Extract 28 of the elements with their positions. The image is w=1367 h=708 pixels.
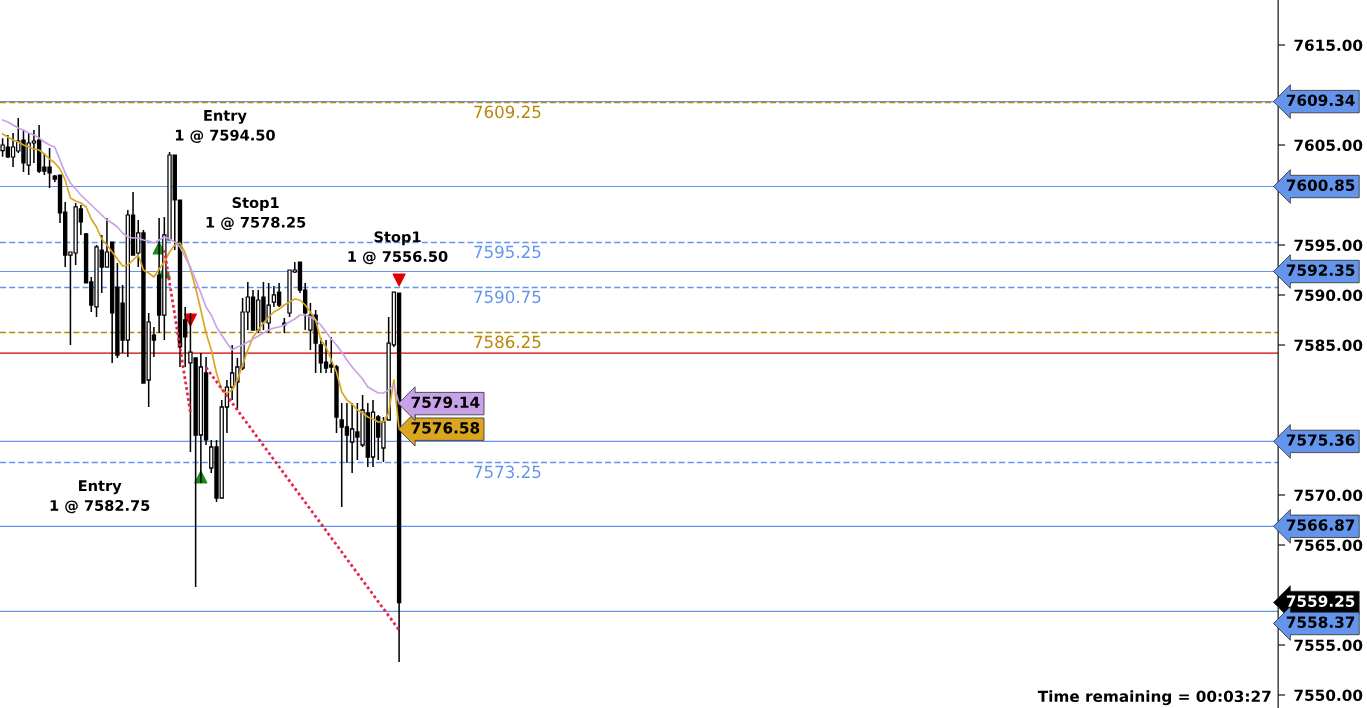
y-tick-label: 7605.00: [1294, 139, 1363, 152]
y-tick-label: 7555.00: [1294, 639, 1363, 652]
ref-line-label: 7566.87: [1286, 519, 1355, 531]
ref-line-label: 7558.37: [1286, 616, 1355, 628]
y-tick-label: 7595.00: [1294, 239, 1363, 252]
ref-line-label: 7573.25: [474, 465, 541, 479]
annotation: Time remaining = 00:03:27: [1037, 690, 1271, 706]
annotation: Stop1 1 @ 7556.50: [348, 231, 448, 265]
ref-line-label: 7595.25: [474, 245, 541, 259]
data-label: 7576.58: [411, 422, 480, 434]
y-tick-label: 7615.00: [1294, 39, 1363, 52]
ref-line-label: 7575.36: [1286, 434, 1355, 446]
ref-line-label: 7592.35: [1286, 264, 1355, 276]
ref-line-label: 7590.75: [474, 290, 541, 304]
ref-line-label: 7609.25: [474, 105, 541, 119]
ref-line-label: 7609.34: [1286, 94, 1355, 107]
data-label: 7579.14: [411, 396, 480, 409]
y-tick-label: 7590.00: [1294, 289, 1363, 302]
annotation: Entry 1 @ 7582.75: [50, 480, 150, 514]
ref-line-label: 7600.85: [1286, 179, 1355, 191]
ref-line-label: 7586.25: [474, 335, 541, 349]
y-tick-label: 7585.00: [1294, 339, 1363, 352]
text: 7559.25: [1286, 595, 1355, 607]
y-tick-label: 7550.00: [1294, 689, 1363, 702]
y-tick-label: 7565.00: [1294, 539, 1363, 552]
annotation: Stop1 1 @ 7578.25: [206, 197, 306, 231]
annotation: Entry 1 @ 7594.50: [175, 110, 275, 144]
y-tick-label: 7570.00: [1294, 489, 1363, 502]
